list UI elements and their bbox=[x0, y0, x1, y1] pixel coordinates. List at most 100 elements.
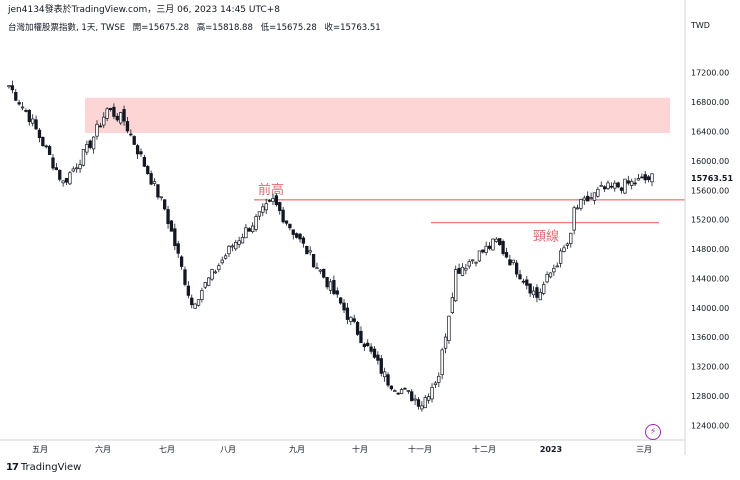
candle-body bbox=[413, 398, 417, 401]
candle-body bbox=[640, 176, 644, 179]
candle-body bbox=[623, 178, 627, 194]
candle-body bbox=[305, 245, 309, 255]
candle-body bbox=[626, 180, 630, 184]
candle-body bbox=[261, 206, 265, 213]
candle-body bbox=[217, 265, 221, 270]
candle-body bbox=[20, 106, 25, 109]
candle-body bbox=[474, 261, 478, 264]
x-tick-label: 三月 bbox=[636, 445, 652, 454]
candle-body bbox=[132, 136, 136, 145]
candle-body bbox=[122, 109, 126, 122]
candle-body bbox=[575, 207, 580, 210]
candle-body bbox=[332, 280, 336, 294]
candle-body bbox=[630, 180, 634, 186]
candle-body bbox=[31, 118, 35, 124]
x-tick-label: 2023 bbox=[540, 445, 562, 454]
candle-body bbox=[288, 223, 292, 229]
candle-body bbox=[267, 200, 272, 202]
candle-body bbox=[355, 321, 360, 335]
candle-body bbox=[281, 209, 285, 223]
candle-body bbox=[477, 250, 482, 262]
candle-body bbox=[518, 274, 522, 280]
candle-body bbox=[558, 250, 563, 264]
candle-body bbox=[14, 92, 18, 101]
candle-body bbox=[548, 272, 553, 278]
candle-body bbox=[389, 385, 394, 390]
candle-body bbox=[203, 282, 207, 288]
candle-body bbox=[569, 232, 573, 244]
x-tick-label: 八月 bbox=[220, 445, 236, 454]
candle-body bbox=[17, 102, 21, 105]
candle-body bbox=[460, 266, 465, 276]
candle-body bbox=[609, 185, 614, 188]
candle-body bbox=[430, 386, 434, 400]
candle-body bbox=[606, 182, 610, 189]
y-tick-label: 16400.00 bbox=[691, 127, 729, 136]
candle-body bbox=[149, 173, 153, 185]
high-value: 高=15818.88 bbox=[196, 23, 253, 33]
candle-body bbox=[592, 192, 597, 201]
candle-body bbox=[443, 336, 448, 349]
candle-body bbox=[163, 199, 167, 210]
candle-body bbox=[379, 358, 383, 374]
x-tick-label: 六月 bbox=[95, 444, 111, 454]
candle-body bbox=[78, 164, 82, 170]
candle-body bbox=[85, 143, 89, 153]
candle-body bbox=[511, 259, 515, 263]
candle-body bbox=[186, 285, 191, 296]
candle-body bbox=[426, 396, 431, 401]
y-tick-label: 16800.00 bbox=[691, 98, 729, 107]
candle-body bbox=[183, 269, 187, 285]
candle-body bbox=[467, 261, 471, 267]
candle-body bbox=[335, 290, 339, 295]
candle-body bbox=[440, 349, 444, 376]
candle-body bbox=[173, 228, 177, 246]
candle-body bbox=[298, 233, 302, 240]
candle-body bbox=[613, 182, 617, 189]
candle-body bbox=[318, 269, 322, 272]
candle-body bbox=[484, 245, 488, 253]
candle-body bbox=[146, 166, 150, 175]
candle-body bbox=[166, 209, 170, 225]
y-tick-label: 14000.00 bbox=[691, 304, 729, 313]
candle-body bbox=[501, 241, 505, 254]
candle-body bbox=[366, 342, 370, 347]
previous-high-label: 前高 bbox=[258, 182, 284, 198]
candle-body bbox=[423, 397, 427, 409]
lightning-icon[interactable]: ⚡ bbox=[645, 424, 661, 440]
candle-body bbox=[27, 109, 31, 123]
candle-body bbox=[643, 174, 647, 181]
candle-body bbox=[352, 318, 356, 322]
candle-body bbox=[416, 399, 421, 407]
candle-body bbox=[68, 172, 72, 185]
candle-body bbox=[589, 197, 593, 199]
candle-body bbox=[142, 156, 147, 167]
candle-body bbox=[213, 271, 218, 274]
candle-body bbox=[291, 229, 295, 235]
candle-body bbox=[156, 184, 160, 198]
candle-body bbox=[315, 267, 319, 270]
candle-body bbox=[437, 375, 441, 383]
candle-body bbox=[51, 157, 55, 169]
candle-body bbox=[582, 197, 586, 201]
candle-body bbox=[602, 186, 607, 190]
candle-body bbox=[487, 245, 492, 249]
candle-body bbox=[565, 243, 570, 246]
candle-body bbox=[108, 108, 113, 110]
candle-body bbox=[494, 238, 498, 242]
x-tick-label: 十一月 bbox=[408, 444, 432, 454]
candle-body bbox=[616, 182, 620, 188]
symbol-label[interactable]: 台灣加權股票指數, 1天, TWSE bbox=[8, 23, 126, 33]
candle-body bbox=[450, 297, 454, 313]
low-value: 低=15675.28 bbox=[260, 23, 317, 33]
candle-body bbox=[399, 389, 404, 394]
candle-body bbox=[342, 302, 346, 311]
candle-body bbox=[646, 176, 651, 181]
candle-body bbox=[545, 274, 549, 283]
candle-body bbox=[406, 390, 410, 392]
candle-body bbox=[308, 250, 312, 253]
candle-body bbox=[230, 245, 235, 248]
candle-body bbox=[633, 182, 637, 185]
attribution: jen4134發表於TradingView.com，三月 06, 2023 14… bbox=[8, 5, 280, 15]
